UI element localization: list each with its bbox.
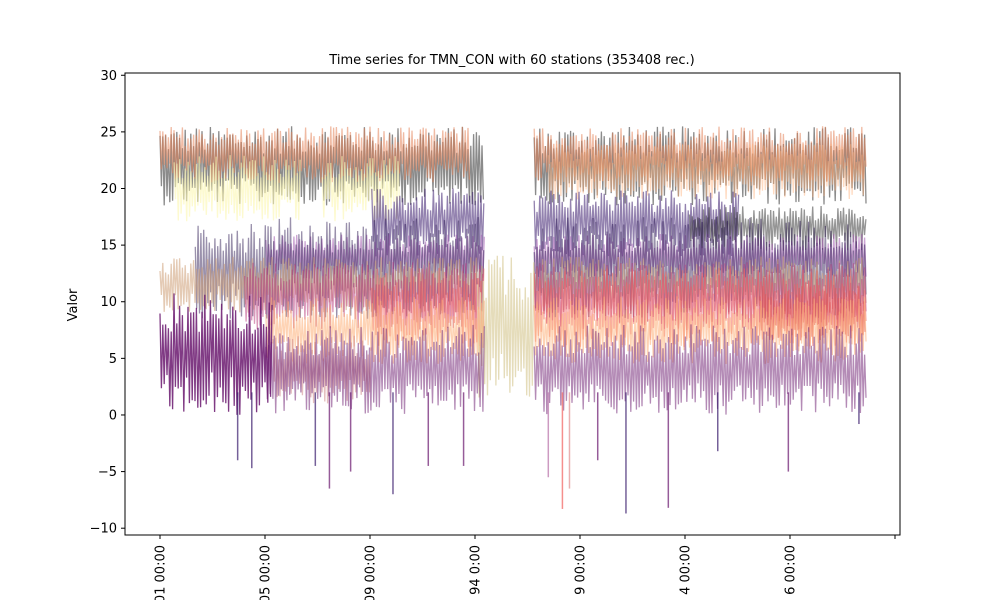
series-band-12-segment-0 bbox=[477, 255, 535, 398]
series-band-1-segment-1 bbox=[533, 126, 867, 183]
y-tick-label-7: 25 bbox=[100, 125, 117, 140]
y-tick-label-2: 0 bbox=[109, 408, 117, 423]
series-band-2-segment-0 bbox=[547, 143, 866, 200]
series-band-6-segment-0 bbox=[265, 233, 485, 279]
y-tick-label-0: −10 bbox=[90, 522, 117, 537]
chart-title: Time series for TMN_CON with 60 stations… bbox=[328, 53, 694, 68]
y-tick-label-5: 15 bbox=[100, 239, 117, 254]
y-tick-label-3: 5 bbox=[109, 352, 117, 367]
series-band-3-segment-0 bbox=[173, 155, 301, 222]
x-tick-label-0: 01 00:00 bbox=[154, 545, 169, 600]
series-band-6-segment-1 bbox=[533, 233, 867, 280]
plot-frame bbox=[124, 72, 901, 536]
x-tick-label-3: 94 0:00 bbox=[469, 545, 484, 595]
plot-area bbox=[159, 126, 867, 514]
series-band-3-segment-1 bbox=[321, 156, 401, 223]
y-tick-label-6: 20 bbox=[100, 182, 117, 197]
series-band-4-segment-0 bbox=[371, 188, 485, 257]
series-band-13-segment-1 bbox=[533, 296, 867, 365]
x-tick-label-2: 09 00:00 bbox=[364, 545, 379, 600]
series-band-7-segment-0 bbox=[194, 217, 485, 319]
series-band-15-segment-0 bbox=[265, 324, 485, 414]
series-band-13-segment-0 bbox=[265, 296, 485, 364]
series-band-15-segment-1 bbox=[533, 324, 867, 415]
series-band-1-segment-0 bbox=[159, 126, 471, 183]
x-tick-label-5: 4 00:00 bbox=[679, 545, 694, 595]
y-tick-label-8: 30 bbox=[100, 69, 117, 84]
y-axis: −10 −5 0 5 10 15 20 25 30 bbox=[90, 69, 125, 537]
x-axis: 01 00:00 05 00:00 09 00:00 94 0:00 9 00:00 4 … bbox=[154, 535, 896, 600]
x-tick-label-6: 6 00:00 bbox=[784, 545, 799, 595]
y-axis-label: Valor bbox=[66, 288, 81, 321]
series-band-16-segment-0 bbox=[159, 293, 273, 415]
x-tick-label-1: 05 00:00 bbox=[259, 545, 274, 600]
x-tick-label-4: 9 00:00 bbox=[574, 545, 589, 595]
y-tick-label-4: 10 bbox=[100, 295, 117, 310]
y-tick-label-1: −5 bbox=[98, 465, 117, 480]
